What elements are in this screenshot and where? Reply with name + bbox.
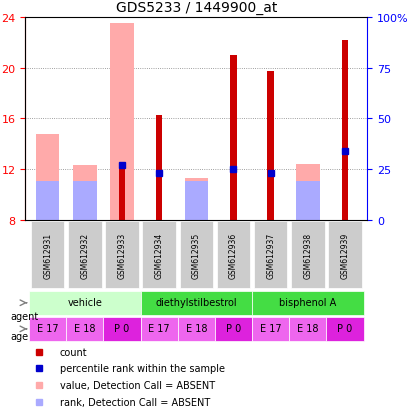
- Text: P 0: P 0: [337, 323, 352, 334]
- Bar: [73, 166, 96, 221]
- Text: E 17: E 17: [259, 323, 281, 334]
- FancyBboxPatch shape: [31, 222, 64, 289]
- Text: agent: agent: [10, 311, 38, 321]
- FancyBboxPatch shape: [328, 222, 361, 289]
- FancyBboxPatch shape: [29, 317, 66, 341]
- Title: GDS5233 / 1449900_at: GDS5233 / 1449900_at: [115, 1, 276, 15]
- FancyBboxPatch shape: [66, 317, 103, 341]
- Text: GSM612934: GSM612934: [154, 232, 163, 278]
- Text: E 18: E 18: [185, 323, 207, 334]
- Bar: [295, 165, 319, 221]
- Text: E 17: E 17: [148, 323, 170, 334]
- Text: GSM612936: GSM612936: [228, 232, 237, 278]
- FancyBboxPatch shape: [68, 222, 101, 289]
- Bar: [267, 72, 273, 221]
- Text: vehicle: vehicle: [67, 297, 102, 308]
- Bar: [341, 40, 347, 221]
- FancyBboxPatch shape: [252, 317, 288, 341]
- FancyBboxPatch shape: [326, 317, 363, 341]
- FancyBboxPatch shape: [140, 291, 252, 315]
- Text: count: count: [59, 348, 87, 358]
- Bar: [119, 166, 125, 221]
- Text: GSM612937: GSM612937: [265, 232, 274, 278]
- FancyBboxPatch shape: [177, 317, 214, 341]
- Text: E 18: E 18: [297, 323, 318, 334]
- Text: bisphenol A: bisphenol A: [279, 297, 336, 308]
- Text: GSM612939: GSM612939: [339, 232, 348, 278]
- Text: value, Detection Call = ABSENT: value, Detection Call = ABSENT: [59, 380, 214, 390]
- Bar: [155, 115, 162, 221]
- FancyBboxPatch shape: [179, 222, 213, 289]
- FancyBboxPatch shape: [105, 222, 138, 289]
- Bar: [230, 56, 236, 221]
- Bar: [36, 134, 59, 221]
- Text: E 17: E 17: [37, 323, 58, 334]
- Text: P 0: P 0: [114, 323, 129, 334]
- FancyBboxPatch shape: [214, 317, 252, 341]
- Bar: [73, 181, 96, 221]
- Text: rank, Detection Call = ABSENT: rank, Detection Call = ABSENT: [59, 397, 209, 407]
- Text: percentile rank within the sample: percentile rank within the sample: [59, 363, 224, 373]
- FancyBboxPatch shape: [252, 291, 363, 315]
- FancyBboxPatch shape: [142, 222, 175, 289]
- FancyBboxPatch shape: [288, 317, 326, 341]
- Text: GSM612933: GSM612933: [117, 232, 126, 278]
- Text: GSM612938: GSM612938: [303, 232, 312, 278]
- FancyBboxPatch shape: [103, 317, 140, 341]
- Text: GSM612931: GSM612931: [43, 232, 52, 278]
- Text: P 0: P 0: [225, 323, 240, 334]
- Text: GSM612932: GSM612932: [80, 232, 89, 278]
- Bar: [110, 24, 133, 221]
- FancyBboxPatch shape: [290, 222, 324, 289]
- FancyBboxPatch shape: [29, 291, 140, 315]
- FancyBboxPatch shape: [216, 222, 249, 289]
- Bar: [184, 181, 207, 221]
- Text: E 18: E 18: [74, 323, 95, 334]
- Text: age: age: [10, 332, 28, 342]
- Text: GSM612935: GSM612935: [191, 232, 200, 278]
- Bar: [295, 181, 319, 221]
- FancyBboxPatch shape: [140, 317, 177, 341]
- Text: diethylstilbestrol: diethylstilbestrol: [155, 297, 236, 308]
- FancyBboxPatch shape: [253, 222, 287, 289]
- Bar: [36, 181, 59, 221]
- Bar: [184, 179, 207, 221]
